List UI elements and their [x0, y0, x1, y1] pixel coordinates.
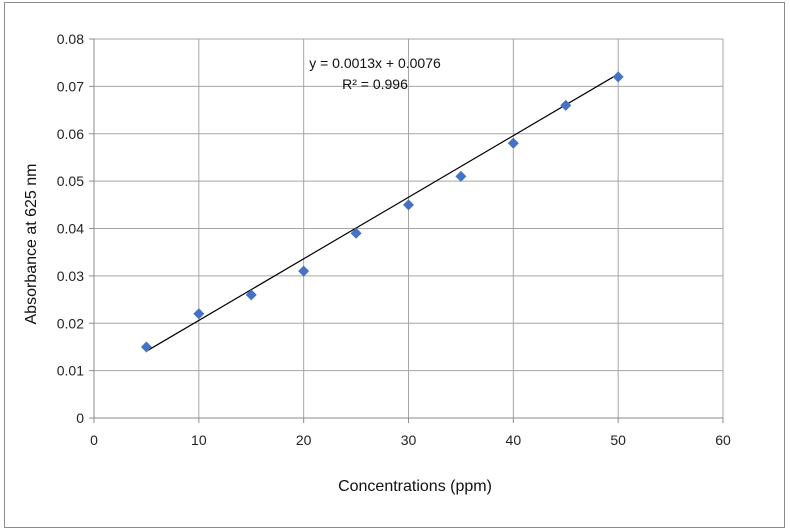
data-point: [403, 199, 414, 211]
data-point: [245, 289, 257, 301]
x-tick-label: 20: [296, 432, 312, 448]
y-tick-label: 0: [76, 410, 84, 426]
data-point: [455, 170, 467, 182]
y-tick-label: 0.05: [57, 173, 84, 189]
data-point: [140, 341, 152, 353]
x-axis-title: Concentrations (ppm): [338, 478, 492, 495]
r-squared-label: R² = 0.996: [342, 76, 408, 92]
data-point: [193, 308, 205, 320]
data-points: [140, 71, 624, 353]
trendline-equation: y = 0.0013x + 0.0076: [309, 55, 441, 71]
y-tick-label: 0.06: [57, 126, 84, 142]
y-tick-label: 0.02: [57, 315, 84, 331]
trendline-group: [146, 73, 619, 352]
y-tick-labels: 0 0.01 0.02 0.03 0.04 0.05 0.06 0.07 0.08: [57, 31, 84, 426]
x-tick-label: 0: [90, 432, 98, 448]
data-point: [350, 227, 362, 239]
x-tick-label: 30: [401, 432, 417, 448]
data-point: [560, 99, 572, 111]
x-tick-labels: 0 10 20 30 40 50 60: [90, 432, 731, 448]
axes: [89, 38, 724, 423]
y-tick-label: 0.01: [57, 363, 84, 379]
y-tick-label: 0.07: [57, 78, 84, 94]
data-point: [612, 71, 624, 83]
y-tick-label: 0.03: [57, 268, 84, 284]
y-axis-title: Absorbance at 625 nm: [23, 164, 40, 325]
x-tick-label: 10: [191, 432, 207, 448]
y-tick-label: 0.08: [57, 31, 84, 47]
chart-frame: [4, 2, 785, 528]
x-tick-label: 50: [610, 432, 626, 448]
gridlines: [94, 38, 724, 418]
trendline: [146, 73, 619, 352]
y-tick-label: 0.04: [57, 221, 84, 237]
data-point: [507, 137, 519, 149]
x-tick-label: 60: [715, 432, 731, 448]
data-point: [298, 265, 310, 277]
x-tick-label: 40: [506, 432, 522, 448]
